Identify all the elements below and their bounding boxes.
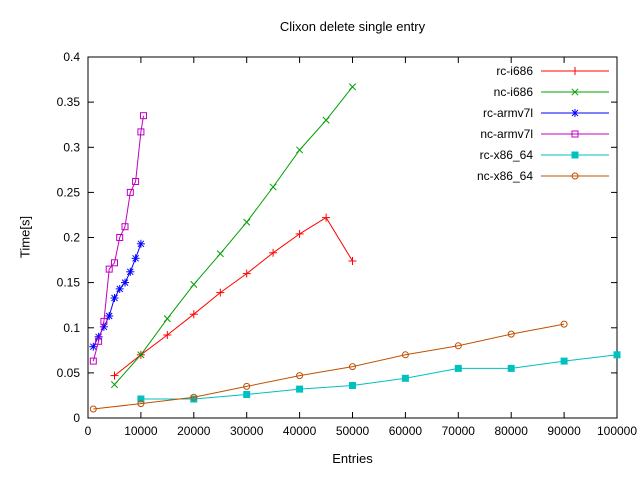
x-tick-label: 100000 [597,424,637,438]
marker [140,112,147,120]
series-line [140,354,618,400]
x-tick-label: 80000 [495,424,529,438]
marker [454,342,462,350]
marker [560,320,568,328]
marker [243,391,251,398]
series-nc-i686 [110,83,357,389]
marker [571,151,579,159]
series-line [93,323,565,410]
x-tick-label: 50000 [336,424,370,438]
marker [105,265,113,273]
legend-entry-nc-armv7l: nc-armv7l [480,127,609,141]
legend-label: nc-x86_64 [477,169,533,183]
chart-title: Clixon delete single entry [279,19,426,34]
x-tick-label: 70000 [442,424,476,438]
marker [571,172,579,180]
marker [349,363,356,371]
marker [571,130,579,138]
x-tick-label: 30000 [230,424,264,438]
series-rc-armv7l [89,239,145,351]
legend-entry-rc-i686: rc-i686 [496,64,609,78]
series-line [92,115,144,362]
legend-entry-rc-x86_64: rc-x86_64 [480,148,609,162]
marker [89,357,97,365]
legend-label: rc-x86_64 [480,148,534,162]
legend-label: rc-armv7l [483,106,533,120]
x-tick-label: 90000 [547,424,581,438]
x-tick-label: 20000 [177,424,211,438]
series-rc-x86_64 [137,351,621,403]
marker [296,385,304,393]
x-tick-label: 40000 [283,424,317,438]
x-axis: 0 10000 20000 30000 40000 50000 60000 70000 8000… [85,57,637,438]
marker [126,188,134,196]
marker [296,372,304,380]
y-tick-label: 0.4 [63,50,80,64]
y-axis: 0 0.05 0.1 0.15 0.2 0.25 0.3 0.35 0.4 [57,50,617,425]
series-rc-i686 [110,213,357,380]
marker [401,374,409,382]
marker [111,259,118,267]
marker [121,223,129,231]
marker [507,364,515,372]
marker [95,337,103,345]
series-line [114,86,353,385]
marker [132,178,140,185]
marker [349,382,356,389]
series-line [114,216,353,376]
marker [507,330,515,338]
legend: rc-i686 nc-i686 rc-armv7l nc-armv7l rc-x86_6… [477,64,609,183]
y-tick-label: 0 [73,411,80,425]
x-tick-label: 0 [85,424,92,438]
y-tick-label: 0.25 [57,185,81,199]
marker [190,393,198,401]
y-tick-label: 0.1 [63,321,80,335]
y-tick-label: 0.3 [63,140,80,154]
x-axis-label: Entries [332,451,373,466]
y-tick-label: 0.35 [57,95,81,109]
marker [613,351,621,359]
marker [89,405,97,413]
marker [560,357,568,365]
marker [116,234,124,241]
legend-entry-nc-i686: nc-i686 [494,85,609,99]
marker [454,364,462,372]
x-tick-label: 60000 [389,424,423,438]
x-tick-label: 10000 [124,424,158,438]
y-tick-label: 0.2 [63,231,80,245]
y-tick-label: 0.05 [57,366,81,380]
series-nc-armv7l [89,112,147,365]
y-tick-label: 0.15 [57,276,81,290]
marker [100,317,108,325]
legend-label: nc-i686 [494,85,534,99]
legend-label: rc-i686 [496,64,533,78]
legend-entry-rc-armv7l: rc-armv7l [483,106,609,120]
legend-entry-nc-x86_64: nc-x86_64 [477,169,609,183]
series-nc-x86_64 [89,320,568,413]
marker [137,395,145,403]
marker [243,382,251,390]
marker [137,400,145,408]
legend-label: nc-armv7l [480,127,533,141]
marker [401,351,409,359]
marker [137,128,145,136]
